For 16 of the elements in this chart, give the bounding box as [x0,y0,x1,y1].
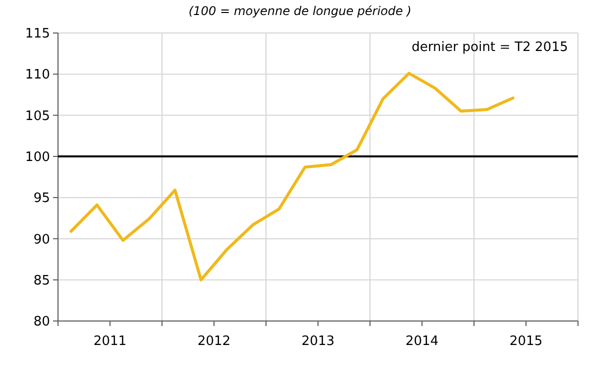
y-tick-label: 80 [33,314,50,330]
y-tick-label: 100 [25,150,50,165]
y-tick-label: 90 [33,232,50,248]
x-tick-label: 2015 [509,334,543,349]
chart-subtitle: (100 = moyenne de longue période ) [188,4,412,18]
y-tick-label: 115 [25,26,50,42]
x-tick-label: 2013 [301,334,335,349]
y-tick-label: 110 [25,68,50,83]
y-tick-label: 95 [33,191,50,206]
annotation: dernier point = T2 2015 [412,40,568,55]
x-tick-label: 2014 [405,334,439,349]
x-tick-label: 2012 [197,334,231,349]
y-tick-label: 105 [25,108,50,124]
x-tick-label: 2011 [93,334,127,349]
y-tick-label: 85 [33,273,50,288]
line-series [70,72,514,282]
